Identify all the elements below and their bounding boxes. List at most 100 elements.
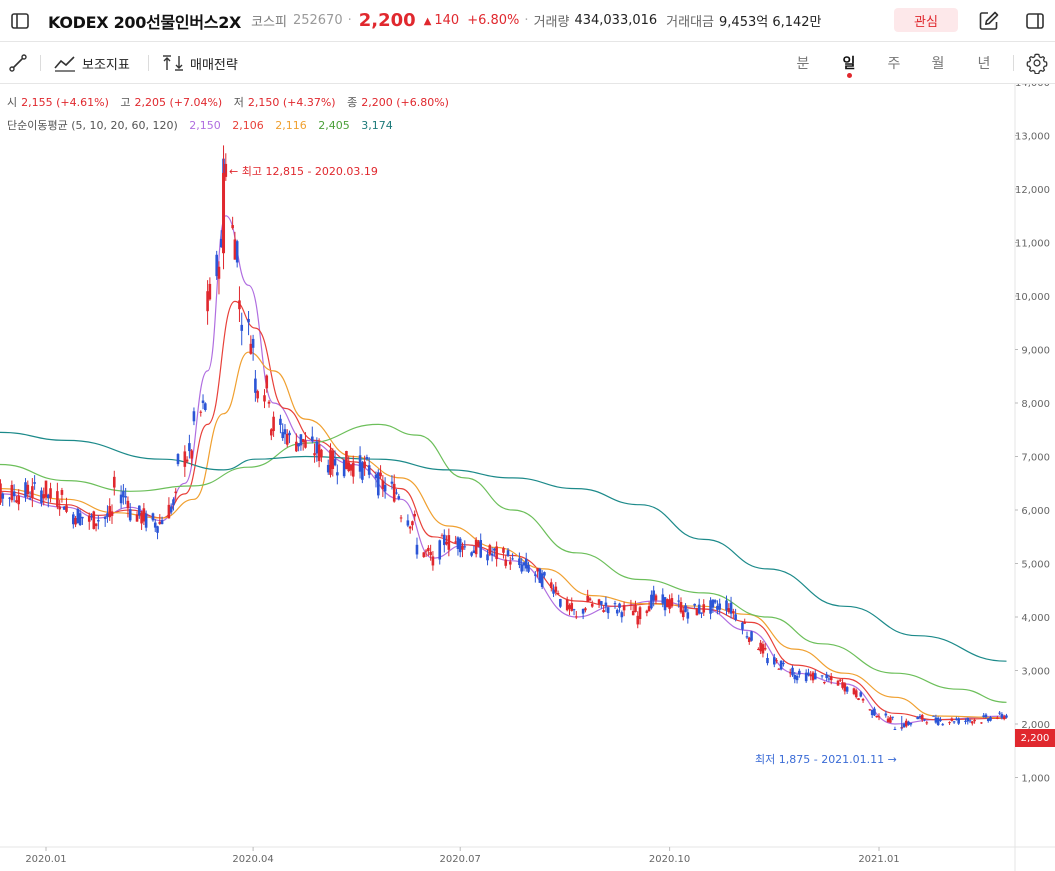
- indicator-icon: [54, 54, 76, 72]
- candle-body: [304, 440, 307, 448]
- candle-body: [345, 450, 348, 470]
- ma-info: 단순이동평균 (5, 10, 20, 60, 120) 2,150 2,106 …: [7, 117, 397, 133]
- ma-line-5: [0, 215, 1007, 725]
- candle-body: [106, 513, 109, 517]
- candle-body: [172, 499, 175, 505]
- candle-body: [540, 573, 544, 587]
- candle-body: [902, 723, 906, 728]
- candle-body: [661, 594, 665, 604]
- candle-body: [1002, 716, 1006, 720]
- ma-line-20: [0, 351, 1007, 719]
- strategy-button[interactable]: 매매전략: [162, 51, 238, 75]
- separator-dot: ·: [524, 13, 529, 28]
- candle-body: [886, 718, 890, 723]
- indicator-button[interactable]: 보조지표: [54, 51, 130, 75]
- candle-body: [518, 558, 521, 566]
- strategy-label: 매매전략: [190, 57, 238, 73]
- toolbar-divider: [1013, 55, 1014, 71]
- candle-body: [702, 604, 706, 613]
- amount-value: 9,453억 6,142만: [719, 15, 822, 30]
- candle-body: [240, 324, 244, 331]
- candle-body: [256, 391, 259, 399]
- period-year[interactable]: 년: [977, 56, 991, 72]
- candle-body: [251, 338, 255, 348]
- candle-body: [92, 511, 96, 529]
- candle-body: [745, 636, 749, 638]
- candle-body: [65, 505, 68, 512]
- candle-body: [24, 482, 27, 498]
- candle-body: [795, 676, 799, 681]
- y-tick-label: 4,000: [1021, 613, 1050, 624]
- settings-gear-icon[interactable]: [1024, 50, 1050, 76]
- candle-body: [693, 603, 696, 606]
- candle-body: [679, 602, 683, 613]
- candle-body: [713, 600, 717, 603]
- candle-body: [263, 395, 266, 402]
- candle-body: [973, 719, 976, 722]
- candle-body: [620, 612, 624, 618]
- candle-body: [700, 612, 703, 614]
- edit-icon[interactable]: [976, 8, 1002, 34]
- x-tick-label: 2020.10: [649, 854, 690, 865]
- candle-body: [968, 720, 972, 722]
- candle-body: [247, 318, 250, 323]
- candle-body: [622, 605, 626, 611]
- period-minute[interactable]: 분: [796, 56, 810, 72]
- candle-body: [231, 225, 234, 229]
- candle-body: [506, 550, 510, 556]
- volume-value: 434,033,016: [574, 13, 658, 28]
- x-tick-label: 2020.07: [440, 854, 481, 865]
- candle-body: [376, 472, 380, 496]
- x-axis: 2020.01 2020.04 2020.07 2020.10 2021.01: [25, 847, 900, 865]
- candle-body: [538, 568, 542, 583]
- period-day[interactable]: 일: [842, 56, 856, 72]
- candle-body: [508, 561, 512, 565]
- candle-body: [190, 450, 193, 459]
- candle-body: [870, 709, 874, 716]
- candle-body: [909, 723, 913, 725]
- y-tick-label: 12,000: [1015, 185, 1050, 196]
- favorite-button[interactable]: 관심: [894, 8, 958, 32]
- candle-body: [734, 614, 737, 620]
- candle-body: [90, 515, 93, 518]
- candles: [0, 145, 1008, 731]
- candle-body: [363, 461, 366, 469]
- period-week[interactable]: 주: [887, 56, 901, 72]
- market-name: 코스피: [251, 15, 287, 30]
- volume-label: 거래량: [533, 15, 570, 30]
- candle-body: [288, 432, 291, 436]
- candle-body: [650, 594, 653, 609]
- candle-body: [413, 513, 417, 517]
- candle-body: [87, 515, 91, 522]
- candle-body: [923, 719, 926, 721]
- candle-body: [638, 607, 642, 620]
- candle-body: [590, 603, 594, 607]
- panel-toggle-icon[interactable]: [1022, 8, 1048, 34]
- candle-body: [779, 660, 783, 670]
- sidebar-toggle-icon[interactable]: [0, 0, 40, 42]
- candle-body: [188, 443, 191, 452]
- candle-body: [281, 432, 284, 439]
- candle-body: [49, 488, 52, 498]
- candle-body: [0, 483, 2, 503]
- price-chart[interactable]: 1,000 2,000 3,000 4,000 5,000 6,000 7,000 8,000…: [0, 84, 1055, 871]
- candle-body: [602, 610, 605, 613]
- candle-body: [10, 484, 14, 501]
- candle-body: [279, 418, 282, 425]
- candle-body: [631, 610, 635, 616]
- close-label: 종: [347, 96, 358, 109]
- candle-body: [336, 472, 339, 476]
- candle-body: [852, 688, 856, 695]
- separator-dot: ·: [347, 13, 352, 28]
- candle-body: [249, 343, 253, 354]
- candle-body: [581, 609, 585, 614]
- candle-body: [891, 716, 894, 718]
- candle-body: [873, 708, 876, 716]
- toolbar-divider: [148, 55, 149, 71]
- period-month[interactable]: 월: [931, 56, 945, 72]
- draw-line-icon[interactable]: [8, 51, 28, 75]
- candle-body: [841, 682, 844, 688]
- candle-body: [206, 291, 209, 312]
- candle-body: [367, 465, 371, 475]
- candle-body: [461, 545, 464, 550]
